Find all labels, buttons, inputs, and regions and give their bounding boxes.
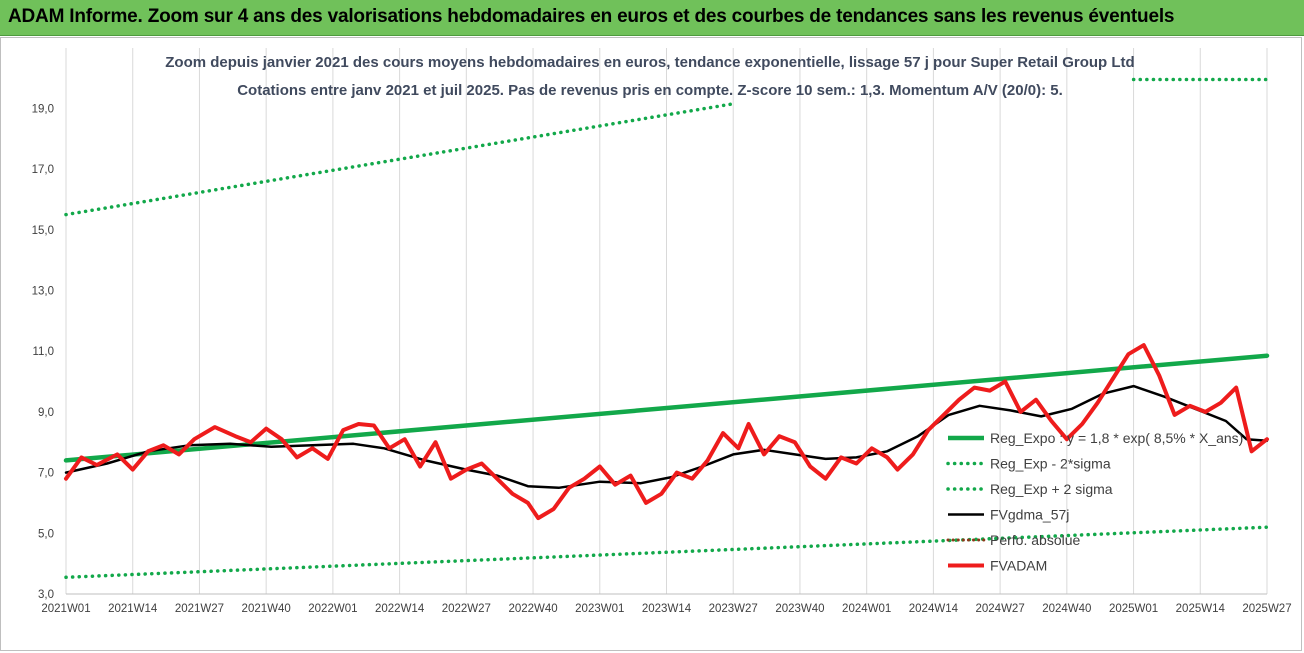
x-tick-label: 2021W27 — [175, 603, 224, 615]
grid-lines — [65, 48, 1268, 594]
series-lines — [63, 77, 1270, 580]
x-tick-label: 2023W14 — [642, 603, 692, 615]
chart-frame — [0, 37, 1302, 651]
axes: 2021W01 2021W14 2021W27 2021W40 2022W01 2022W… — [32, 103, 1292, 615]
y-tick-label: 9,0 — [38, 407, 54, 419]
x-tick-label: 2024W40 — [1042, 603, 1091, 615]
x-tick-label: 2024W27 — [975, 603, 1024, 615]
series-fvadam-line — [64, 343, 1269, 521]
x-tick-label: 2023W01 — [575, 603, 624, 615]
legend-label-fvgdma: FVgdma_57j — [990, 507, 1069, 523]
series-plus2-line — [64, 102, 735, 217]
legend-label-minus2: Reg_Exp - 2*sigma — [990, 456, 1111, 472]
chart-subtitle: Cotations entre janv 2021 et juil 2025. … — [237, 82, 1063, 99]
x-tick-label: 2024W01 — [842, 603, 891, 615]
x-tick-label: 2023W27 — [709, 603, 758, 615]
x-tick-label: 2021W14 — [108, 603, 158, 615]
x-tick-label: 2024W14 — [909, 603, 959, 615]
series-minus2-line — [64, 525, 1269, 580]
x-tick-label: 2021W40 — [242, 603, 291, 615]
legend-label-perfo: Perfo. absolue — [990, 532, 1080, 548]
y-tick-label: 3,0 — [38, 589, 54, 601]
x-tick-label: 2025W27 — [1242, 603, 1291, 615]
x-tick-label: 2022W01 — [308, 603, 357, 615]
legend-label-reg_expo: Reg_Expo : y = 1,8 * exp( 8,5% * X_ans) — [990, 430, 1243, 446]
x-tick-label: 2025W01 — [1109, 603, 1158, 615]
x-tick-label: 2022W14 — [375, 603, 425, 615]
x-tick-label: 2022W40 — [508, 603, 557, 615]
series-reg_expo-line — [63, 353, 1270, 463]
y-tick-label: 13,0 — [32, 285, 54, 297]
report-banner: ADAM Informe. Zoom sur 4 ans des valoris… — [0, 0, 1304, 36]
y-tick-label: 5,0 — [38, 528, 54, 540]
x-tick-label: 2025W14 — [1176, 603, 1226, 615]
legend-label-fvadam: FVADAM — [990, 558, 1047, 574]
y-tick-label: 15,0 — [32, 225, 54, 237]
legend: Reg_Expo : y = 1,8 * exp( 8,5% * X_ans) R… — [946, 430, 1243, 574]
y-tick-label: 7,0 — [38, 468, 54, 480]
x-tick-label: 2023W40 — [775, 603, 824, 615]
legend-label-plus2: Reg_Exp + 2 sigma — [990, 481, 1113, 497]
y-tick-label: 11,0 — [32, 346, 54, 358]
chart-title: Zoom depuis janvier 2021 des cours moyen… — [165, 54, 1134, 71]
y-tick-label: 17,0 — [32, 164, 54, 176]
x-tick-label: 2022W27 — [442, 603, 491, 615]
report-title: ADAM Informe. Zoom sur 4 ans des valoris… — [8, 6, 1175, 27]
x-tick-label: 2021W01 — [41, 603, 90, 615]
y-tick-label: 19,0 — [32, 103, 54, 115]
